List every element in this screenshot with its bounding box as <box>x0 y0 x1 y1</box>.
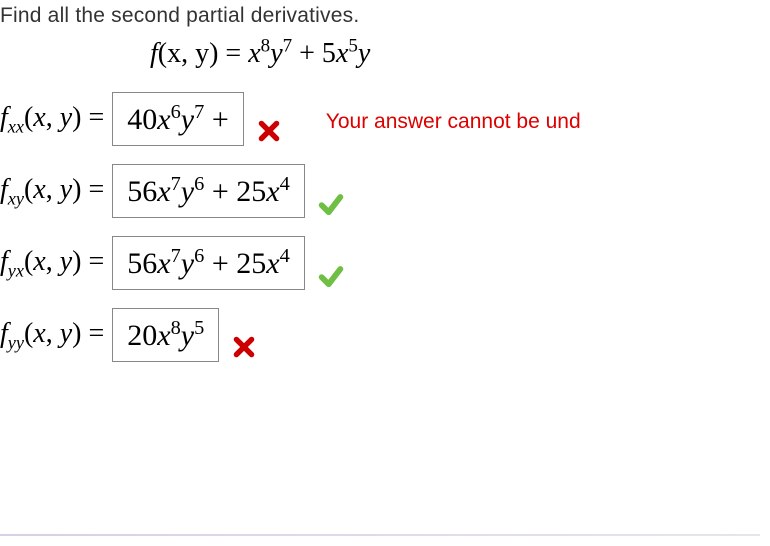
lhs-fyy: fyy(x, y) = <box>0 318 104 354</box>
answer-fxy[interactable]: 56x7y6 + 25x4 <box>112 164 305 218</box>
ans3-a: 20 <box>127 319 157 352</box>
ans0-e: 7 <box>194 101 204 123</box>
cross-icon <box>231 334 261 364</box>
prompt-text: Find all the second partial derivatives. <box>0 0 770 36</box>
lhs-fyx-sub: yx <box>8 260 24 280</box>
eq-plus: + 5 <box>292 38 336 69</box>
ans0-f: + <box>204 103 228 136</box>
answer-fyx[interactable]: 56x7y6 + 25x4 <box>112 236 305 290</box>
ans2-e: 6 <box>194 245 204 267</box>
ans1-c: 7 <box>171 173 181 195</box>
eq-t2t: y <box>358 38 370 69</box>
eq-f: f <box>150 38 158 69</box>
feedback-text: Your answer cannot be und <box>326 92 581 134</box>
ans1-e: 6 <box>194 173 204 195</box>
eq-t2s: 5 <box>348 36 358 57</box>
lhs-fxy-sub: xy <box>8 188 24 208</box>
cross-icon <box>256 118 286 148</box>
lhs-fxy: fxy(x, y) = <box>0 174 104 210</box>
lhs-fyx: fyx(x, y) = <box>0 246 104 282</box>
ans3-d: y <box>181 319 194 352</box>
main-equation: f(x, y) = x8y7 + 5x5y <box>0 36 770 70</box>
eq-t1s2: 7 <box>283 36 293 57</box>
ans1-h: 4 <box>280 173 290 195</box>
lhs-fxx: fxx(x, y) = <box>0 102 104 138</box>
ans3-c: 8 <box>171 317 181 339</box>
ans0-a: 40 <box>127 103 157 136</box>
row-fxy: fxy(x, y) = 56x7y6 + 25x4 <box>0 164 770 218</box>
row-fyx: fyx(x, y) = 56x7y6 + 25x4 <box>0 236 770 290</box>
ans3-b: x <box>157 319 170 352</box>
divider <box>0 534 760 536</box>
ans2-g: x <box>266 247 279 280</box>
ans2-c: 7 <box>171 245 181 267</box>
ans3-e: 5 <box>194 317 204 339</box>
ans1-f: + 25 <box>204 175 266 208</box>
ans0-c: 6 <box>171 101 181 123</box>
ans1-g: x <box>266 175 279 208</box>
row-fyy: fyy(x, y) = 20x8y5 <box>0 308 770 362</box>
row-fxx: fxx(x, y) = 40x6y7 + Your answer cannot … <box>0 92 770 146</box>
eq-t1v1: x <box>248 38 260 69</box>
ans0-b: x <box>157 103 170 136</box>
eq-t1s1: 8 <box>261 36 271 57</box>
ans2-b: x <box>157 247 170 280</box>
ans2-d: y <box>181 247 194 280</box>
lhs-fyy-sub: yy <box>8 332 24 352</box>
ans2-a: 56 <box>127 247 157 280</box>
eq-args: (x, y) = <box>158 38 248 69</box>
eq-t1v2: y <box>270 38 282 69</box>
ans1-d: y <box>181 175 194 208</box>
ans1-a: 56 <box>127 175 157 208</box>
ans0-d: y <box>181 103 194 136</box>
check-icon <box>317 262 347 292</box>
ans2-f: + 25 <box>204 247 266 280</box>
answer-fyy[interactable]: 20x8y5 <box>112 308 219 362</box>
eq-t2v: x <box>336 38 348 69</box>
ans1-b: x <box>157 175 170 208</box>
lhs-fxx-sub: xx <box>8 116 24 136</box>
answer-fxx[interactable]: 40x6y7 + <box>112 92 243 146</box>
check-icon <box>317 190 347 220</box>
ans2-h: 4 <box>280 245 290 267</box>
